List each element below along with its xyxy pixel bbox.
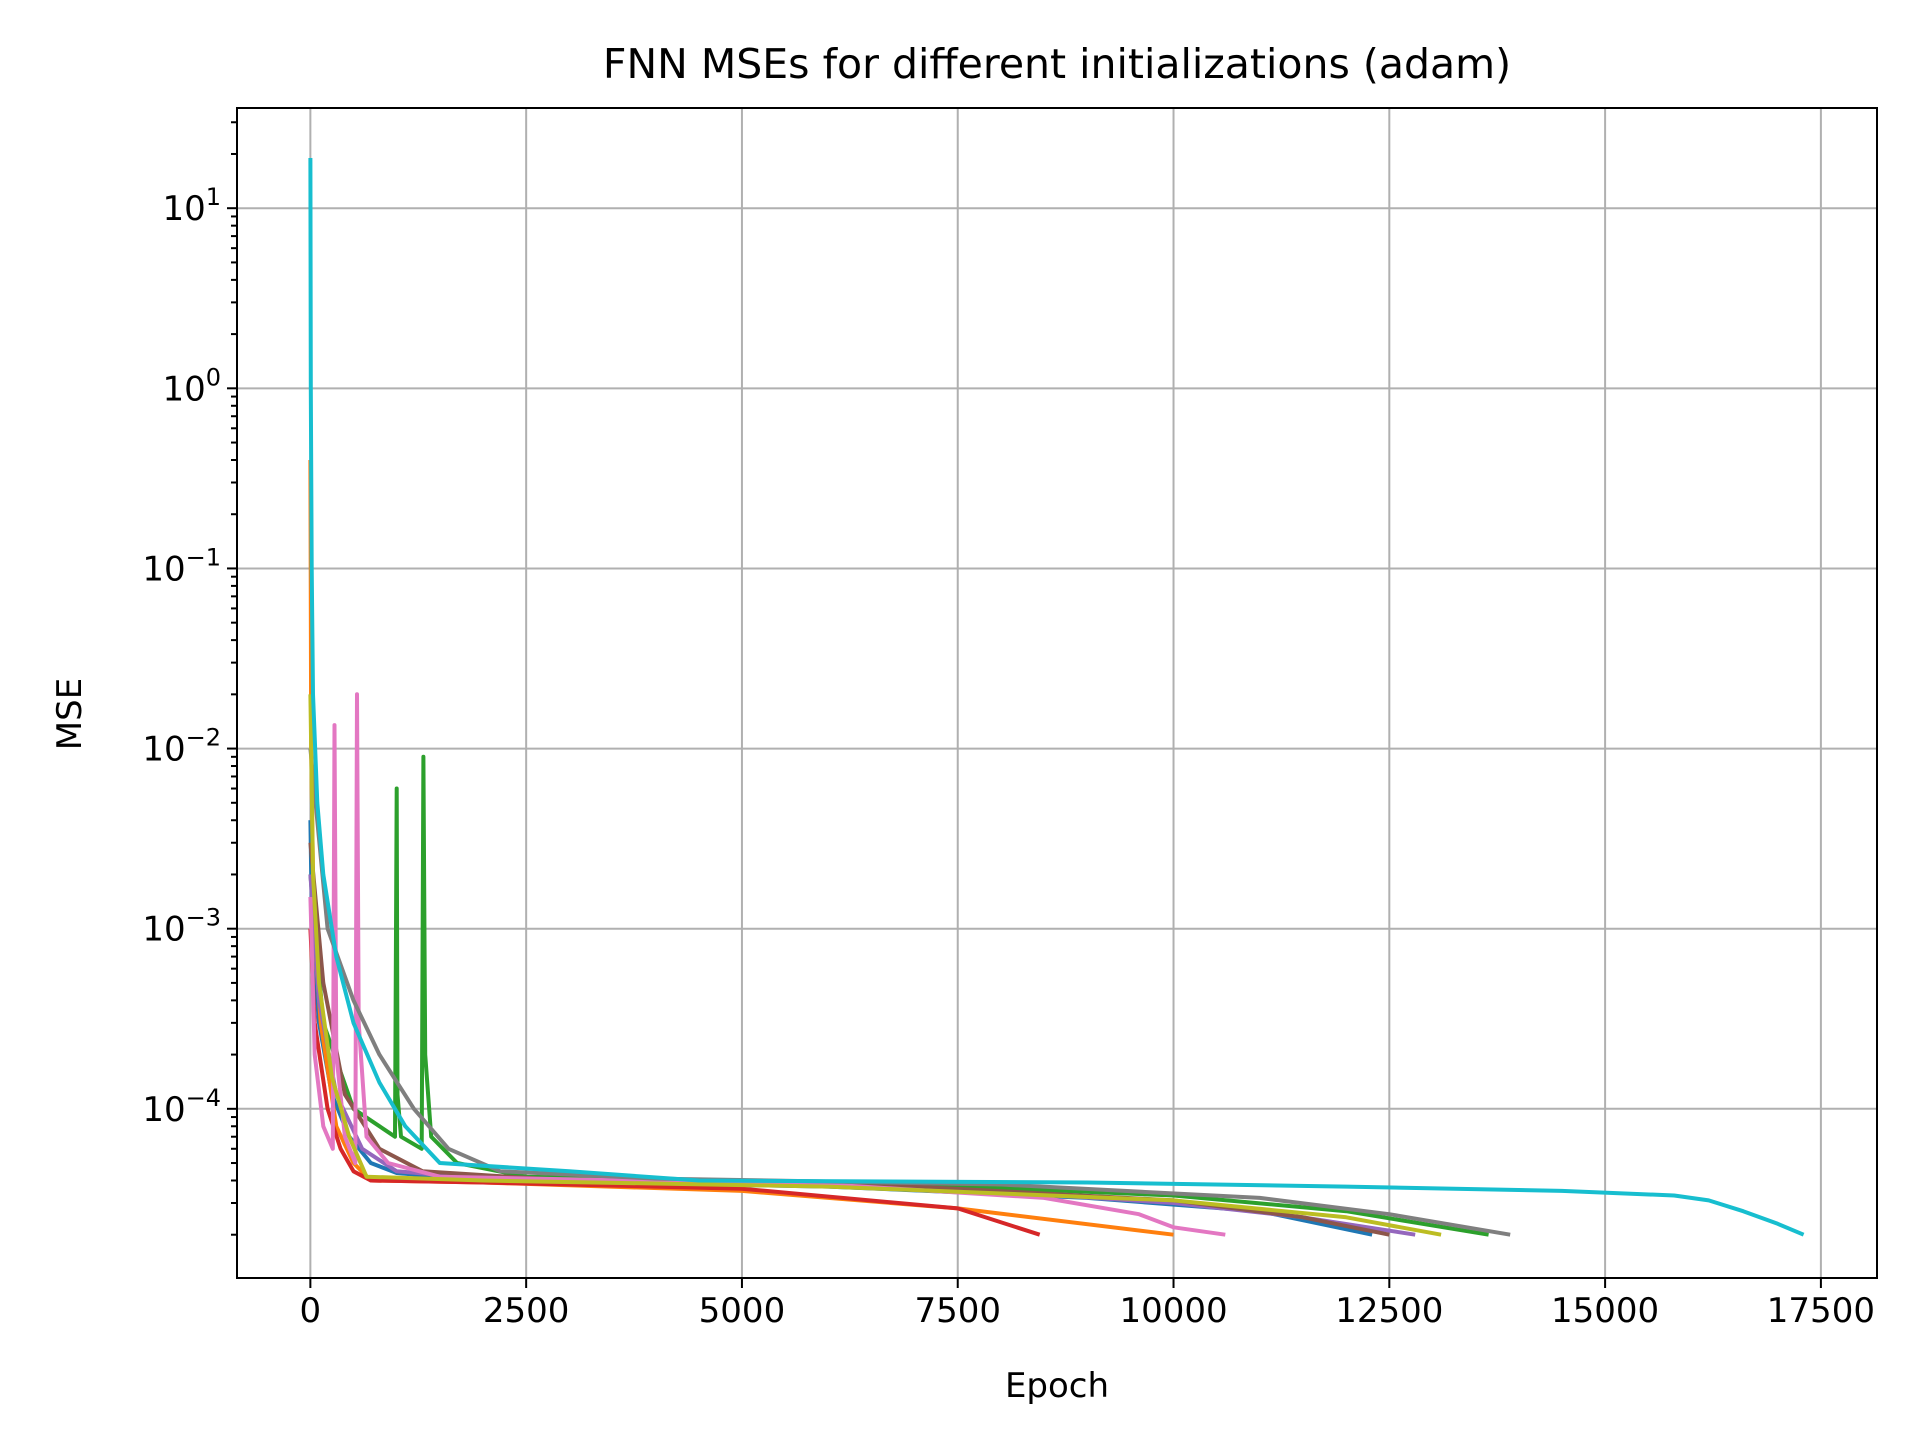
x-tick-label: 2500	[483, 1291, 570, 1331]
y-tick-label: 10−3	[142, 904, 221, 950]
series-line	[308, 754, 1489, 1237]
x-tick-label: 10000	[1119, 1291, 1227, 1331]
y-tick-label: 100	[162, 363, 221, 409]
series-line	[308, 157, 1805, 1237]
y-axis-label: MSE	[50, 678, 90, 750]
x-tick-label: 17500	[1767, 1291, 1875, 1331]
series-line	[308, 928, 1041, 1237]
series-line	[308, 692, 1226, 1237]
grid	[237, 108, 1877, 1278]
series-line	[308, 748, 1511, 1237]
ticks: 0 2500 5000 7500 10000 12500 15000 17500 101 100 1…	[142, 121, 1875, 1331]
x-tick-label: 15000	[1551, 1291, 1659, 1331]
y-tick-label: 10−2	[142, 724, 221, 770]
x-tick-label: 7500	[914, 1291, 1001, 1331]
chart-title: FNN MSEs for different initializations (…	[603, 40, 1511, 88]
series-line	[308, 694, 1442, 1237]
plot-frame	[236, 107, 1878, 1279]
y-tick-label: 101	[162, 183, 221, 229]
y-tick-label: 10−4	[142, 1084, 221, 1130]
x-tick-label: 5000	[699, 1291, 786, 1331]
x-axis-label: Epoch	[1005, 1366, 1109, 1406]
y-tick-label: 10−1	[142, 543, 221, 589]
x-tick-label: 12500	[1335, 1291, 1443, 1331]
series-group	[308, 157, 1805, 1237]
x-tick-label: 0	[300, 1291, 322, 1331]
